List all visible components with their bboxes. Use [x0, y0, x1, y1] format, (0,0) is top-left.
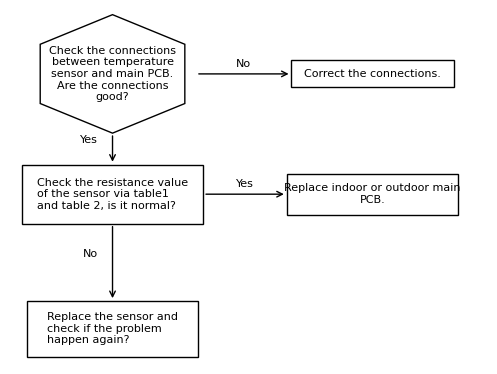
Text: Yes: Yes [236, 179, 254, 189]
Text: Check the connections
between temperature
sensor and main PCB.
Are the connectio: Check the connections between temperatur… [49, 46, 176, 102]
Text: Correct the connections.: Correct the connections. [304, 69, 441, 79]
Text: No: No [83, 249, 98, 259]
Text: No: No [236, 58, 251, 68]
Text: Check the resistance value
of the sensor via table1
and table 2, is it normal?: Check the resistance value of the sensor… [37, 178, 188, 211]
Text: Replace the sensor and
check if the problem
happen again?: Replace the sensor and check if the prob… [47, 312, 178, 346]
Text: Replace indoor or outdoor main
PCB.: Replace indoor or outdoor main PCB. [284, 183, 461, 205]
Text: Yes: Yes [81, 135, 98, 145]
